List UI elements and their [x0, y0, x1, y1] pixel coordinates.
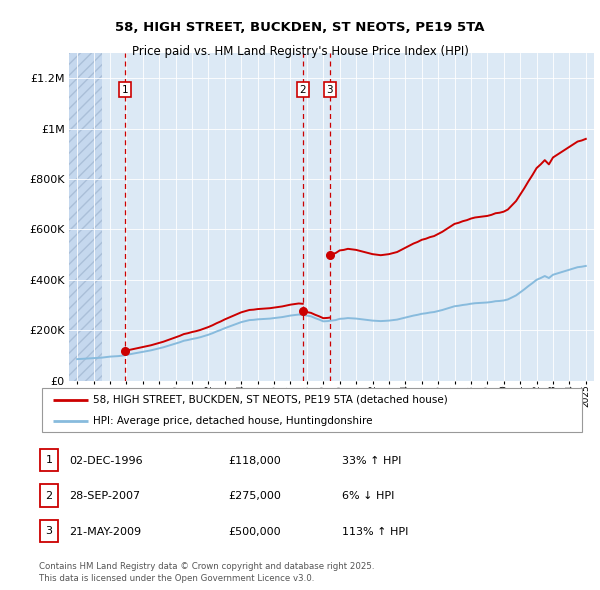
Text: Price paid vs. HM Land Registry's House Price Index (HPI): Price paid vs. HM Land Registry's House … [131, 45, 469, 58]
Text: 33% ↑ HPI: 33% ↑ HPI [342, 456, 401, 466]
Text: 2: 2 [299, 84, 306, 94]
Text: 2: 2 [46, 491, 52, 500]
Text: 02-DEC-1996: 02-DEC-1996 [69, 456, 143, 466]
Text: 1: 1 [122, 84, 128, 94]
Text: 3: 3 [46, 526, 52, 536]
Text: Contains HM Land Registry data © Crown copyright and database right 2025.
This d: Contains HM Land Registry data © Crown c… [39, 562, 374, 583]
Text: HPI: Average price, detached house, Huntingdonshire: HPI: Average price, detached house, Hunt… [94, 416, 373, 426]
Text: 6% ↓ HPI: 6% ↓ HPI [342, 491, 394, 501]
Bar [69, 53, 102, 381]
Text: 113% ↑ HPI: 113% ↑ HPI [342, 527, 409, 536]
Text: 3: 3 [326, 84, 333, 94]
FancyBboxPatch shape [40, 520, 58, 542]
Text: £500,000: £500,000 [228, 527, 281, 536]
Text: 21-MAY-2009: 21-MAY-2009 [69, 527, 141, 536]
FancyBboxPatch shape [40, 449, 58, 471]
FancyBboxPatch shape [40, 484, 58, 507]
FancyBboxPatch shape [42, 388, 582, 432]
Text: 1: 1 [46, 455, 52, 465]
Text: £275,000: £275,000 [228, 491, 281, 501]
Text: 28-SEP-2007: 28-SEP-2007 [69, 491, 140, 501]
Text: 58, HIGH STREET, BUCKDEN, ST NEOTS, PE19 5TA: 58, HIGH STREET, BUCKDEN, ST NEOTS, PE19… [115, 21, 485, 34]
Text: 58, HIGH STREET, BUCKDEN, ST NEOTS, PE19 5TA (detached house): 58, HIGH STREET, BUCKDEN, ST NEOTS, PE19… [94, 395, 448, 405]
Text: £118,000: £118,000 [228, 456, 281, 466]
